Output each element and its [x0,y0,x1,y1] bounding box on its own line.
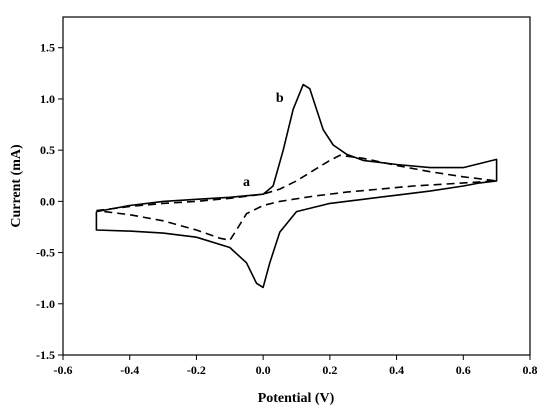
plot-frame [62,16,531,356]
x-axis-title: Potential (V) [258,391,335,406]
x-tick-label: 0.2 [322,363,337,377]
x-tick-label: -0.4 [120,363,139,377]
curve-label-b: b [276,91,284,106]
y-tick-label: 1.5 [40,41,55,55]
x-tick-label: 0.4 [389,363,404,377]
y-tick-label: -1.5 [36,348,55,362]
annotation-layer: ab [243,91,284,190]
y-tick-label: 1.0 [40,92,55,106]
x-tick-label: 0.6 [456,363,471,377]
y-tick-label: 0.5 [40,143,55,157]
x-tick-label: 0.0 [256,363,271,377]
y-tick-label: -0.5 [36,246,55,260]
axis-ticks: -0.6 -0.4 -0.2 0.0 0.2 0.4 0.6 0.8 -1.5 -1.0 -0.5 0… [36,41,538,377]
x-tick-label: -0.2 [187,363,206,377]
x-tick-label: -0.6 [54,363,73,377]
series-layer [95,83,498,289]
y-axis-title: Current (mA) [9,144,24,228]
x-tick-label: 0.8 [523,363,538,377]
y-tick-label: -1.0 [36,297,55,311]
curve-label-a: a [243,175,250,190]
y-tick-label: 0.0 [40,194,55,208]
series-b-line [95,83,498,289]
